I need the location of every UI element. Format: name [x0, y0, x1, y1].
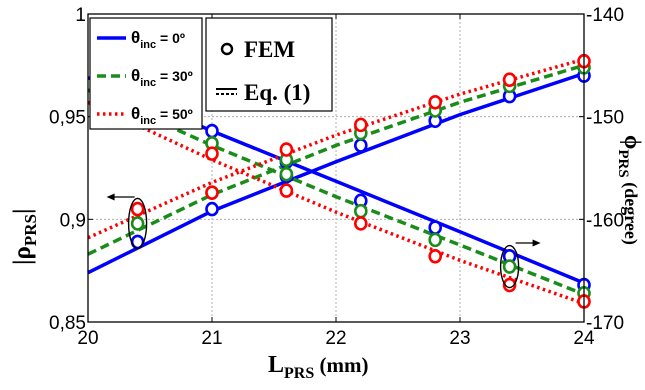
phase-group-ellipse	[499, 244, 520, 289]
y-right-tick-labels: -170 -160 -150 -140	[586, 5, 624, 334]
y-right-axis-label: ϕPRS (degree)	[615, 135, 645, 245]
fem-magnitude-point	[205, 201, 219, 217]
fem-phase-point	[205, 123, 219, 139]
y-left-axis-label: |ρPRS|	[9, 208, 40, 265]
fem-magnitude-point	[205, 185, 219, 200]
fem-phase-point	[353, 203, 368, 219]
y-left-tick-label-3: 1	[75, 5, 86, 26]
x-tick-label-3: 23	[449, 328, 470, 349]
magnitude-line-2	[87, 57, 585, 240]
legend-label-1: θinc = 30º	[131, 66, 193, 89]
y-right-tick-label-1: -160	[586, 210, 624, 231]
magnitude-line-0	[87, 71, 585, 275]
fem-phase-point	[353, 216, 368, 231]
fem-magnitude-point	[130, 201, 145, 217]
y-left-tick-label-2: 0,95	[49, 108, 86, 129]
fem-phase-point	[205, 146, 219, 161]
plot-frame	[87, 13, 585, 323]
fem-magnitude-point	[279, 142, 294, 157]
fem-magnitude-point	[130, 216, 145, 231]
x-axis-label: LPRS (mm)	[268, 352, 368, 382]
y-left-tick-label-0: 0,85	[49, 313, 86, 334]
magnitude-group-ellipse	[127, 197, 148, 250]
legend-fem-marker	[220, 42, 234, 56]
y-left-tick-labels: 0,85 0,9 0,95 1	[49, 5, 86, 334]
fem-phase-point	[428, 220, 443, 235]
legend-methods: FEM Eq. (1)	[205, 17, 333, 112]
x-tick-label-0: 20	[77, 328, 98, 349]
y-right-tick-label-3: -140	[586, 5, 624, 26]
fem-phase-point	[428, 232, 443, 248]
legend-label-2: θinc = 50º	[131, 104, 193, 127]
fem-phase-point	[279, 166, 294, 182]
fem-phase-point	[502, 259, 517, 274]
right-axis-arrowhead	[532, 239, 541, 247]
legend-methods-box	[205, 17, 333, 112]
annotations	[106, 193, 541, 289]
fem-magnitude-point	[353, 138, 368, 153]
phase-line-2	[87, 100, 585, 306]
magnitude-line-1	[87, 63, 585, 256]
fem-magnitude-point	[502, 72, 517, 88]
y-right-tick-label-0: -170	[586, 313, 624, 334]
x-tick-label-2: 22	[325, 328, 346, 349]
x-tick-labels: 20 21 22 23 24	[77, 328, 595, 349]
fem-magnitude-point	[353, 117, 368, 133]
legend-fem-label: FEM	[244, 37, 295, 62]
fem-magnitude-point	[428, 94, 443, 110]
fem-phase-point	[279, 183, 294, 198]
fem-phase-point	[502, 277, 517, 293]
legend-eq-label: Eq. (1)	[244, 80, 310, 105]
x-tick-label-4: 24	[573, 328, 595, 349]
left-axis-arrowhead	[106, 193, 115, 201]
fem-phase-point	[428, 248, 443, 264]
x-tick-label-1: 21	[201, 328, 222, 349]
y-left-tick-label-1: 0,9	[60, 210, 86, 231]
y-right-tick-label-2: -150	[586, 108, 624, 129]
legend-series: θinc = 0º θinc = 30º θinc = 50º	[89, 17, 203, 130]
legend-label-0: θinc = 0º	[131, 28, 185, 51]
